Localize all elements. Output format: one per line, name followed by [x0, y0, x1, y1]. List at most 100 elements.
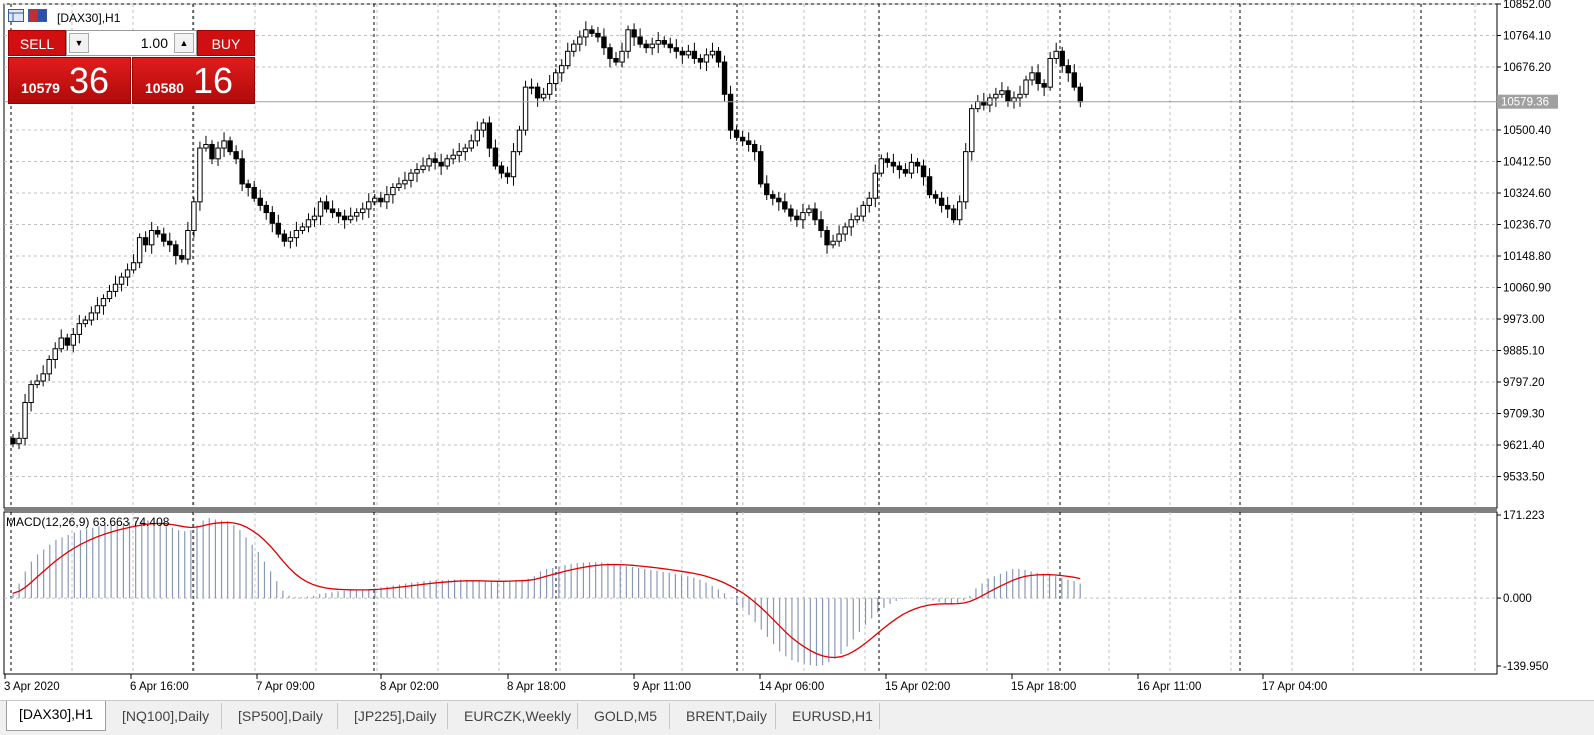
candle-bullish — [88, 312, 95, 321]
candle-bearish — [776, 197, 782, 203]
candle-bearish — [1077, 86, 1084, 103]
candle-bearish — [788, 208, 794, 217]
candle-bearish — [335, 212, 342, 217]
candle-bearish — [239, 158, 245, 185]
sell-button[interactable]: SELL — [8, 30, 66, 56]
buy-price-major: 10580 — [145, 80, 184, 96]
tab-eurczk-weekly[interactable]: EURCZK,Weekly — [452, 703, 578, 729]
candle-bullish — [215, 147, 221, 160]
candle-bullish — [709, 50, 716, 56]
price-axis-label: 10412.50 — [1503, 157, 1551, 169]
price-axis-label: 10500.40 — [1503, 125, 1551, 137]
candle-bullish — [191, 201, 197, 231]
candle-series — [10, 21, 1084, 450]
time-axis-label: 7 Apr 09:00 — [256, 681, 315, 693]
price-axis-label: 10852.00 — [1503, 0, 1551, 11]
candle-bearish — [161, 233, 167, 242]
candle-bullish — [299, 226, 306, 231]
candle-bearish — [209, 143, 215, 160]
time-axis-label: 9 Apr 11:00 — [633, 681, 691, 693]
candle-bullish — [577, 36, 583, 45]
candle-bearish — [1065, 65, 1071, 74]
candle-bearish — [607, 47, 613, 59]
candle-bullish — [130, 262, 137, 271]
chevron-up-icon[interactable]: ▲ — [174, 33, 194, 53]
candle-bullish — [553, 72, 559, 85]
tab-brent-daily[interactable]: BRENT,Daily — [674, 703, 776, 729]
candle-bearish — [794, 215, 800, 221]
candle-bullish — [112, 283, 119, 292]
candle-bullish — [40, 373, 46, 382]
candle-bullish — [468, 140, 474, 149]
buy-button[interactable]: BUY — [197, 30, 255, 56]
candle-bullish — [806, 208, 812, 214]
macd-axis-label: 0.000 — [1503, 593, 1532, 605]
price-axis-label: 9621.40 — [1503, 440, 1545, 452]
candle-bearish — [378, 197, 384, 203]
candle-bearish — [691, 50, 698, 59]
candle-bearish — [601, 36, 607, 49]
candle-bearish — [715, 50, 722, 63]
candle-bullish — [975, 100, 981, 110]
price-axis-label: 9973.00 — [1503, 314, 1545, 326]
tab-eurusd-h1[interactable]: EURUSD,H1 — [780, 703, 880, 729]
candle-bullish — [872, 172, 878, 199]
candle-bearish — [812, 208, 818, 221]
candle-bullish — [528, 86, 535, 89]
candle-bearish — [64, 337, 70, 346]
candle-bullish — [100, 298, 107, 307]
candle-bullish — [655, 40, 661, 45]
candle-bullish — [685, 50, 692, 56]
one-click-trading-panel: SELL ▼ 1.00 ▲ BUY 10579 36 10580 16 — [8, 30, 255, 104]
candle-bearish — [323, 201, 330, 210]
candle-bearish — [245, 183, 251, 188]
candle-bearish — [613, 57, 619, 63]
time-axis-label: 6 Apr 16:00 — [130, 681, 189, 693]
candle-bearish — [890, 161, 897, 167]
candle-bearish — [233, 151, 239, 160]
candle-bearish — [275, 222, 282, 235]
lot-size-stepper[interactable]: ▼ 1.00 ▲ — [66, 30, 197, 56]
candle-bearish — [727, 93, 734, 131]
candle-bearish — [251, 186, 257, 199]
sell-price-pips: 36 — [69, 60, 110, 101]
tab-jp225-daily[interactable]: [JP225],Daily — [342, 703, 448, 729]
candle-bullish — [402, 179, 408, 185]
candle-bearish — [486, 122, 493, 149]
tab-nq100-daily[interactable]: [NQ100],Daily — [110, 703, 222, 729]
chevron-down-icon[interactable]: ▼ — [69, 33, 89, 53]
candle-bullish — [426, 158, 432, 167]
candle-bullish — [354, 212, 360, 217]
candle-bullish — [185, 229, 191, 260]
candle-bearish — [643, 43, 649, 49]
tab-sp500-daily[interactable]: [SP500],Daily — [226, 703, 338, 729]
chart-canvas[interactable]: 10852.00 10764.10 10676.20 10500.40 10412.50… — [0, 0, 1594, 700]
tab-gold-m5[interactable]: GOLD,M5 — [582, 703, 670, 729]
candle-bullish — [360, 208, 366, 214]
sell-price-button[interactable]: 10579 36 — [8, 57, 131, 104]
candle-bullish — [559, 65, 565, 74]
candle-bullish — [28, 384, 34, 403]
candle-bearish — [782, 201, 788, 210]
candle-bearish — [896, 165, 903, 171]
tab-dax30-h1[interactable]: [DAX30],H1 — [6, 701, 106, 731]
time-axis-label: 8 Apr 18:00 — [507, 681, 566, 693]
buy-price-button[interactable]: 10580 16 — [132, 57, 255, 104]
price-axis-label: 10236.70 — [1503, 220, 1551, 232]
candle-bullish — [118, 276, 125, 285]
candle-bearish — [884, 158, 891, 163]
candle-bullish — [317, 201, 324, 217]
candle-bearish — [269, 212, 275, 224]
candle-bullish — [1011, 97, 1017, 102]
macd-axis-label: 171.223 — [1503, 510, 1545, 522]
candle-bearish — [498, 165, 505, 174]
chart-title: [DAX30],H1 — [57, 11, 121, 25]
candle-bullish — [70, 333, 76, 346]
candle-bullish — [800, 212, 806, 221]
lot-size-input[interactable]: 1.00 — [140, 35, 168, 51]
candle-bullish — [963, 151, 969, 203]
candle-bearish — [438, 161, 444, 167]
current-price-tag — [1497, 94, 1558, 109]
candle-bullish — [462, 147, 468, 153]
candle-bullish — [957, 201, 963, 221]
